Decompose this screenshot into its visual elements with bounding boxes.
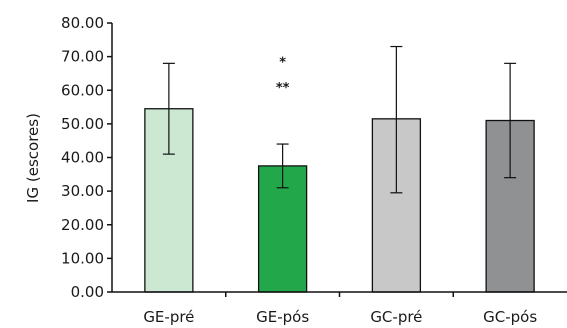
- y-tick-label: 0.00: [71, 283, 104, 301]
- y-tick-label: 60.00: [61, 81, 104, 99]
- y-tick-label: 50.00: [61, 115, 104, 133]
- y-axis-label: IG (escores): [24, 113, 42, 203]
- y-tick-label: 80.00: [61, 14, 104, 32]
- error-bars: [162, 45, 517, 194]
- x-tick-label: GC-pós: [483, 308, 537, 326]
- significance-marker: *: [279, 56, 286, 71]
- annotations: ***: [276, 56, 290, 96]
- x-tick-label: GC-pré: [370, 308, 422, 326]
- y-axis: 0.00 10.00 20.00 30.00 40.00 50.00 60.00 70.00 8…: [61, 14, 113, 301]
- x-tick-label: GE-pós: [256, 308, 309, 326]
- y-tick-label: 20.00: [61, 216, 104, 234]
- significance-marker: **: [276, 81, 290, 96]
- y-tick-label: 30.00: [61, 182, 104, 200]
- y-tick-label: 10.00: [61, 249, 104, 267]
- x-axis: GE-pré GE-pós GC-pré GC-pós: [112, 291, 567, 326]
- y-tick-label: 40.00: [61, 149, 104, 167]
- y-tick-label: 70.00: [61, 48, 104, 66]
- x-tick-label: GE-pré: [143, 308, 194, 326]
- bars: [144, 108, 535, 293]
